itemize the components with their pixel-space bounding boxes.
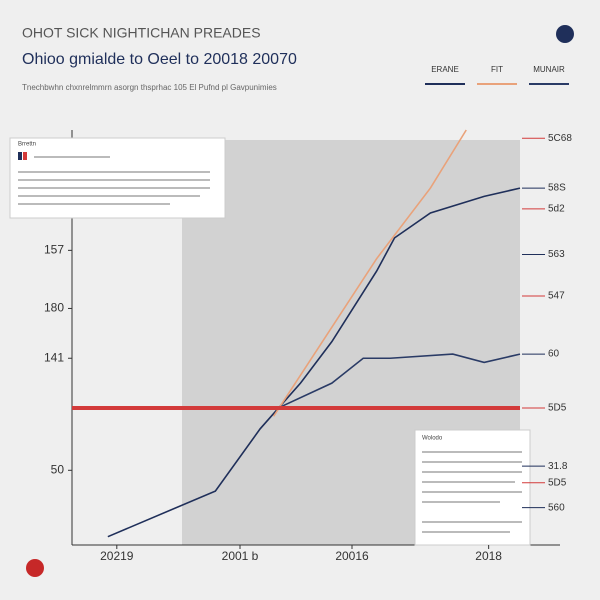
- line: [107, 187, 521, 538]
- chart-subtitle: Ohioo gmialde to Oeel to 20018 20070: [22, 51, 297, 68]
- x-tick-label: 2018: [475, 549, 502, 563]
- x-tick-label: 20219: [100, 549, 134, 563]
- icon: [18, 152, 22, 160]
- info-box: Brrettn: [9, 137, 226, 219]
- right-label: 560: [548, 502, 565, 513]
- y-tick-label: 180: [44, 301, 64, 315]
- box-title: Brrettn: [18, 142, 36, 148]
- icon: [23, 152, 27, 160]
- y-tick-label: 141: [44, 350, 64, 364]
- line: [272, 129, 467, 417]
- right-label: 5C68: [548, 133, 572, 144]
- logo-icon: [26, 559, 44, 577]
- legend-label: FIT: [491, 65, 503, 74]
- line: [277, 353, 521, 409]
- right-label: 5D5: [548, 403, 567, 414]
- info-box: Wolodo: [414, 429, 531, 546]
- y-tick-label: 157: [44, 243, 64, 257]
- right-label: 60: [548, 349, 560, 360]
- caption: Tnechbwhn chxnrelmmrn asorgn thsprhac 10…: [22, 83, 277, 92]
- legend-label: MUNAIR: [533, 65, 565, 74]
- logo-icon: [556, 25, 574, 43]
- box-title: Wolodo: [422, 436, 443, 442]
- logo: [26, 25, 574, 577]
- right-label: 31.8: [548, 461, 568, 472]
- x-tick-label: 20016: [335, 549, 369, 563]
- right-label: 58S: [548, 183, 566, 194]
- x-tick-label: 2001 b: [222, 549, 259, 563]
- right-label: 563: [548, 249, 565, 260]
- y-tick-label: 50: [51, 462, 65, 476]
- legend-label: ERANE: [431, 65, 459, 74]
- right-label: 5D5: [548, 477, 567, 488]
- info-box-bg: [9, 137, 226, 219]
- chart-title: OHOT SICK NIGHTICHAN PREADES: [22, 25, 261, 41]
- right-label: 5d2: [548, 203, 565, 214]
- info-box-bg: [414, 429, 531, 546]
- right-label: 547: [548, 291, 565, 302]
